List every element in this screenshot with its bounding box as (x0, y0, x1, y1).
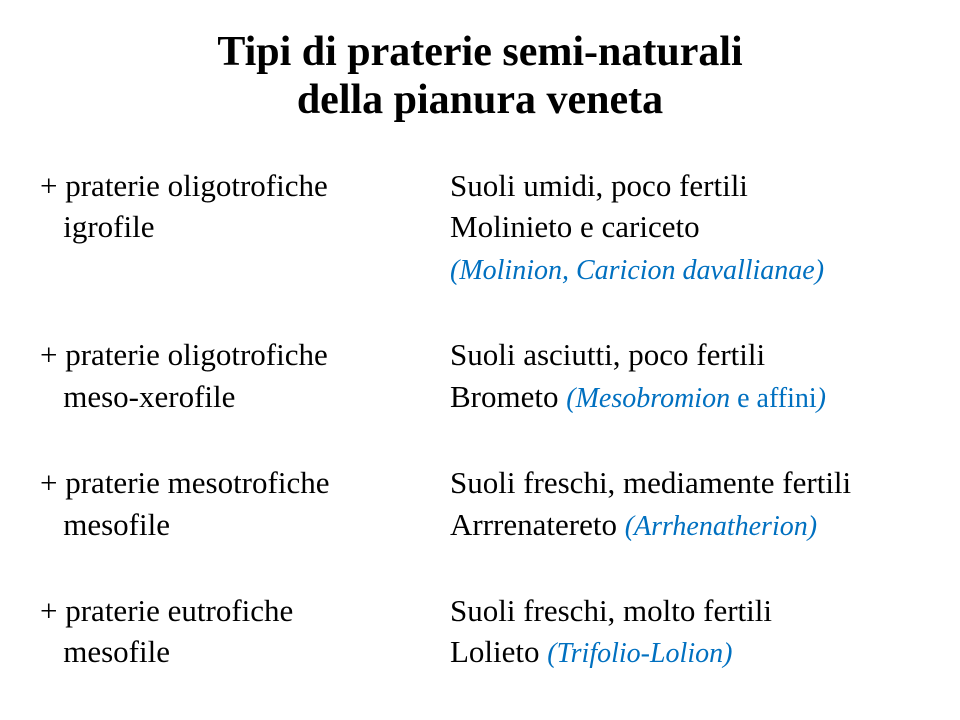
row-left: + praterie eutrofiche mesofile (40, 590, 450, 674)
left-line2: mesofile (40, 634, 170, 669)
left-line2: meso-xerofile (40, 379, 235, 414)
right-line1: Suoli freschi, molto fertili (450, 593, 772, 628)
left-line2: mesofile (40, 507, 170, 542)
right-line2: Molinieto e cariceto (450, 209, 700, 244)
association: (Mesobromion (566, 383, 737, 414)
row-oligotrofiche-igrofile: + praterie oligotrofiche igrofile Suoli … (40, 165, 920, 291)
row-right: Suoli freschi, molto fertili Lolieto (Tr… (450, 590, 920, 674)
right-line2: Arrrenatereto (450, 507, 625, 542)
row-left: + praterie mesotrofiche mesofile (40, 462, 450, 546)
association: (Trifolio-Lolion) (547, 638, 732, 669)
right-line1: Suoli freschi, mediamente fertili (450, 465, 851, 500)
row-mesotrofiche-mesofile: + praterie mesotrofiche mesofile Suoli f… (40, 462, 920, 546)
association-close: ) (817, 383, 826, 414)
left-line2: igrofile (40, 209, 155, 244)
left-line1: + praterie mesotrofiche (40, 465, 329, 500)
row-left: + praterie oligotrofiche igrofile (40, 165, 450, 291)
right-line2: Brometo (450, 379, 566, 414)
right-line2: Lolieto (450, 634, 547, 669)
right-line1: Suoli asciutti, poco fertili (450, 337, 765, 372)
left-line1: + praterie oligotrofiche (40, 337, 328, 372)
row-oligotrofiche-mesoxerofile: + praterie oligotrofiche meso-xerofile S… (40, 334, 920, 418)
row-right: Suoli asciutti, poco fertili Brometo (Me… (450, 334, 920, 418)
row-right: Suoli umidi, poco fertili Molinieto e ca… (450, 165, 920, 291)
slide-title: Tipi di praterie semi-naturali della pia… (40, 28, 920, 125)
association-tail: e affini (737, 383, 817, 414)
slide: Tipi di praterie semi-naturali della pia… (0, 0, 960, 720)
association: (Arrhenatherion) (625, 511, 817, 542)
left-line1: + praterie eutrofiche (40, 593, 293, 628)
association: (Molinion, Caricion davallianae) (450, 255, 824, 286)
left-line1: + praterie oligotrofiche (40, 168, 328, 203)
row-left: + praterie oligotrofiche meso-xerofile (40, 334, 450, 418)
title-line-1: Tipi di praterie semi-naturali (217, 29, 742, 75)
row-right: Suoli freschi, mediamente fertili Arrren… (450, 462, 920, 546)
row-eutrofiche-mesofile: + praterie eutrofiche mesofile Suoli fre… (40, 590, 920, 674)
right-line1: Suoli umidi, poco fertili (450, 168, 748, 203)
title-line-2: della pianura veneta (297, 77, 663, 123)
